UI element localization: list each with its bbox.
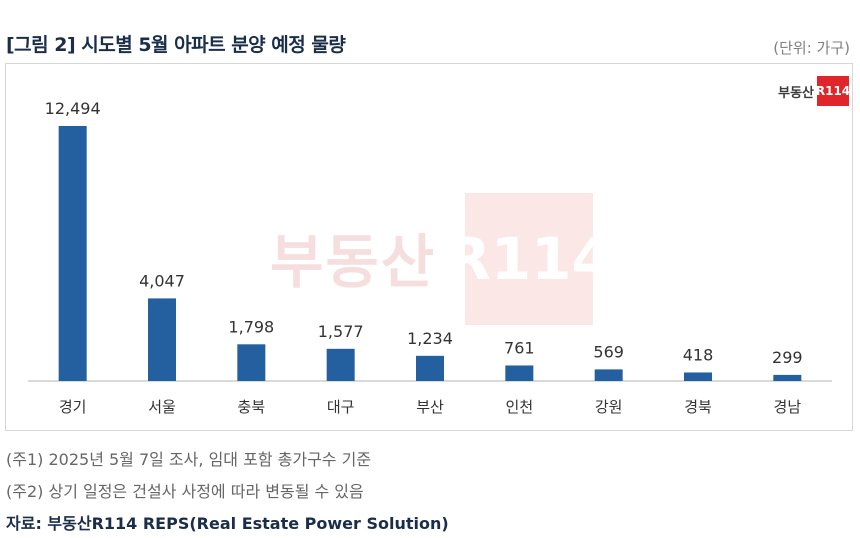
value-label-6: 569 <box>593 342 624 361</box>
bar-0 <box>58 126 87 381</box>
bar-6 <box>594 369 623 381</box>
category-label-8: 경남 <box>774 398 802 416</box>
chart-title: [그림 2] 시도별 5월 아파트 분양 예정 물량 <box>6 34 346 56</box>
category-label-3: 대구 <box>327 398 355 416</box>
logo-box: R114 <box>816 76 850 106</box>
category-label-0: 경기 <box>59 398 87 416</box>
bar-4 <box>416 355 444 381</box>
note-1: (주1) 2025년 5월 7일 조사, 임대 포함 총가구수 기준 <box>6 450 372 469</box>
note-2: (주2) 상기 일정은 건설사 사정에 따라 변동될 수 있음 <box>6 482 364 501</box>
bar-8 <box>773 374 802 381</box>
bar-2 <box>237 344 266 381</box>
category-label-2: 충북 <box>238 398 266 416</box>
watermark-text: 부동산 <box>270 228 437 296</box>
category-label-4: 부산 <box>416 398 444 416</box>
bar-1 <box>148 298 176 381</box>
watermark-logo-box: R114 <box>446 193 612 325</box>
value-label-3: 1,577 <box>318 322 364 341</box>
value-label-5: 761 <box>504 338 535 357</box>
bar-7 <box>684 372 712 381</box>
value-label-7: 418 <box>683 345 714 364</box>
value-label-1: 4,047 <box>139 271 185 290</box>
value-label-8: 299 <box>772 348 803 367</box>
category-label-1: 서울 <box>148 398 176 416</box>
bar-3 <box>326 348 355 381</box>
source-text: 자료: 부동산R114 REPS(Real Estate Power Solut… <box>6 514 449 533</box>
brand-logo: 부동산 R114 <box>778 76 850 106</box>
logo-text: 부동산 <box>778 85 814 101</box>
category-label-7: 경북 <box>684 398 712 416</box>
bar-5 <box>505 365 534 381</box>
unit-label: (단위: 가구) <box>773 39 850 57</box>
category-label-6: 강원 <box>595 398 623 416</box>
value-label-2: 1,798 <box>228 317 274 336</box>
category-label-5: 인천 <box>506 398 534 416</box>
value-label-4: 1,234 <box>407 329 453 348</box>
value-label-0: 12,494 <box>45 99 101 118</box>
